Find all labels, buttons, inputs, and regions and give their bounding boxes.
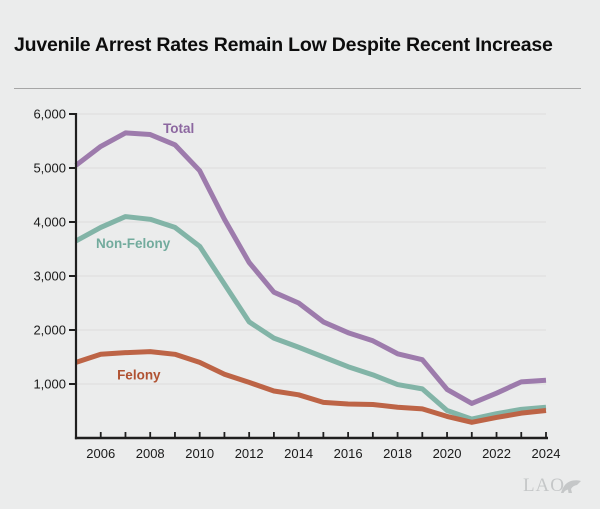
lao-logo-text: LAO — [522, 475, 565, 496]
series-line-total — [74, 130, 547, 406]
y-tick-label: 2,000 — [33, 323, 66, 338]
y-tick-label: 5,000 — [33, 161, 66, 176]
x-tick-label: 2012 — [235, 446, 264, 461]
title-divider — [14, 88, 581, 89]
x-tick-label: 2016 — [334, 446, 363, 461]
series-label-total: Total — [163, 121, 194, 136]
x-tick-label: 2010 — [185, 446, 214, 461]
y-tick-label: 6,000 — [33, 107, 66, 122]
y-tick-label: 3,000 — [33, 269, 66, 284]
y-tick-label: 1,000 — [33, 377, 66, 392]
series-label-non-felony: Non-Felony — [96, 236, 171, 251]
series-label-felony: Felony — [117, 368, 161, 383]
series-line-felony — [75, 349, 547, 425]
x-tick-label: 2014 — [284, 446, 313, 461]
series-line-non-felony — [74, 214, 547, 422]
x-tick-label: 2024 — [532, 446, 561, 461]
page-title: Juvenile Arrest Rates Remain Low Despite… — [14, 34, 553, 56]
x-tick-label: 2018 — [383, 446, 412, 461]
bear-swoosh-icon — [561, 480, 581, 493]
x-tick-label: 2020 — [433, 446, 462, 461]
x-tick-label: 2008 — [136, 446, 165, 461]
y-tick-label: 4,000 — [33, 215, 66, 230]
lao-logo: LAO — [523, 475, 582, 497]
x-tick-label: 2006 — [86, 446, 115, 461]
x-tick-label: 2022 — [482, 446, 511, 461]
